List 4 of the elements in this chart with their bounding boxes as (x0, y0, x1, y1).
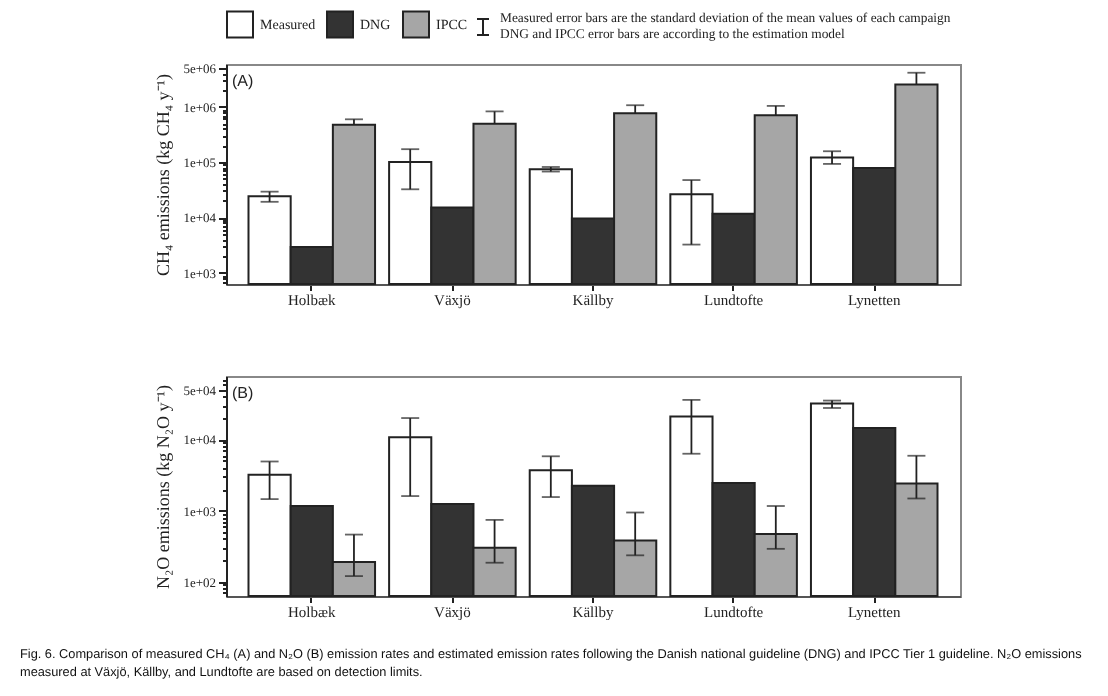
chart-title: (B) (232, 384, 254, 402)
y-axis-title: CH₄ emissions (kg CH₄ y⁻¹) (153, 74, 174, 276)
text: (A) (232, 72, 254, 90)
y-axis-title: N₂O emissions (kg N₂O y⁻¹) (153, 385, 174, 589)
